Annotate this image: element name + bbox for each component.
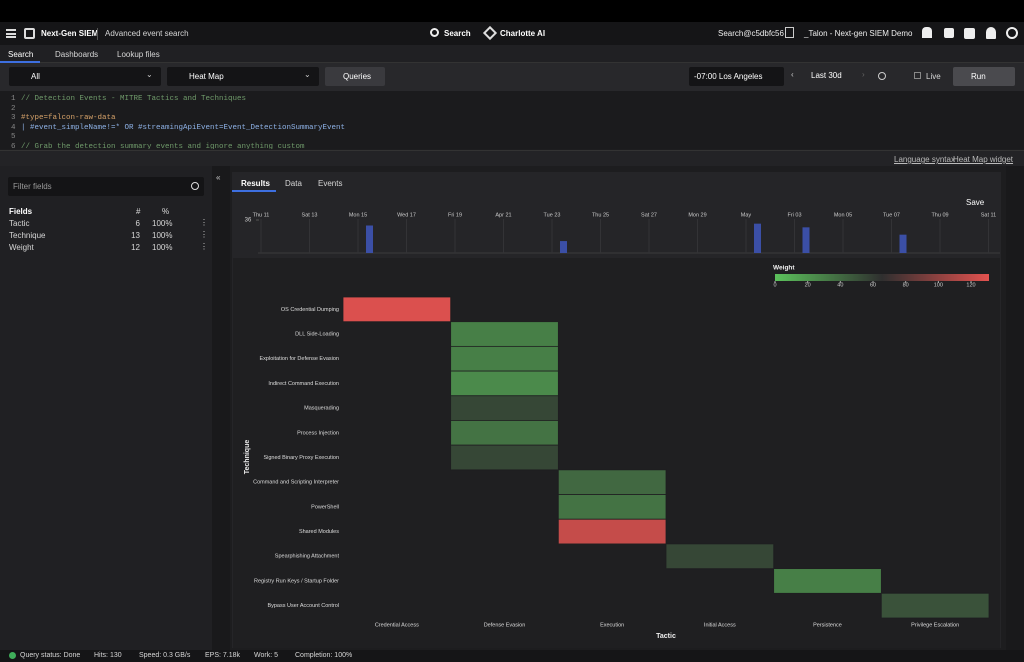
menu-icon[interactable] bbox=[6, 29, 16, 38]
search-button[interactable]: Search bbox=[444, 29, 471, 38]
repo-select[interactable]: All ⌄ bbox=[9, 67, 161, 86]
code-line: // Detection Events - MITRE Tactics and … bbox=[21, 95, 247, 103]
theme-icon[interactable] bbox=[1006, 27, 1018, 39]
status-bar: Query status: Done Hits: 130 Speed: 0.3 GB… bbox=[0, 650, 1024, 662]
collapse-strip: « bbox=[212, 166, 230, 650]
live-checkbox[interactable] bbox=[914, 72, 921, 79]
divider: Language syntax Heat Map widget bbox=[0, 150, 1024, 166]
toolbar: All ⌄ Heat Map ⌄ Queries -07:00 Los Ange… bbox=[0, 63, 1024, 91]
field-name[interactable]: Tactic bbox=[9, 219, 30, 228]
field-menu: ⋮ bbox=[200, 230, 208, 239]
timezone-label: -07:00 Los Angeles bbox=[694, 72, 763, 81]
code-line: // Grab the detection summary events and… bbox=[21, 142, 305, 150]
status-item: Work: 5 bbox=[254, 652, 278, 659]
link[interactable]: Language syntax bbox=[894, 155, 955, 164]
code-line: | #event_simpleName!=* OR #streamingApiE… bbox=[21, 123, 346, 132]
dev-icon[interactable] bbox=[964, 28, 975, 39]
line-number: 3 bbox=[11, 114, 16, 122]
header: Next-Gen SIEM Advanced event search Sear… bbox=[0, 22, 1024, 45]
tenant[interactable]: _Talon - Next-gen SIEM Demo bbox=[804, 29, 913, 38]
field-menu: ⋮ bbox=[200, 242, 208, 251]
queries-button[interactable]: Queries bbox=[325, 67, 385, 86]
logo bbox=[24, 28, 35, 39]
live-label: Live bbox=[926, 72, 941, 81]
line-number: 1 bbox=[11, 95, 16, 103]
status-icon bbox=[9, 652, 16, 659]
field-name[interactable]: Technique bbox=[9, 231, 46, 240]
collapse-button[interactable]: « bbox=[216, 173, 221, 182]
field-count: 12 bbox=[131, 243, 140, 252]
result-tab[interactable]: Data bbox=[285, 179, 302, 188]
fields-panel: Filter fields Fields # % Tactic 6 100% ⋮ Tec… bbox=[0, 166, 212, 650]
charlotte-icon bbox=[482, 25, 498, 41]
line-number: 6 bbox=[11, 142, 16, 150]
link[interactable]: Heat Map widget bbox=[953, 155, 1014, 164]
results-panel: Results Data Events Save bbox=[232, 172, 1001, 648]
save-button[interactable]: Save bbox=[966, 198, 985, 207]
run-button[interactable]: Run bbox=[953, 67, 1015, 86]
query-editor[interactable]: 1 // Detection Events - MITRE Tactics and… bbox=[0, 91, 1024, 149]
fields-header: Fields bbox=[9, 207, 33, 216]
field-menu: ⋮ bbox=[200, 218, 208, 227]
status-item: EPS: 7.18k bbox=[205, 652, 241, 659]
status-item: Speed: 0.3 GB/s bbox=[139, 652, 191, 659]
top-strip bbox=[0, 0, 1024, 22]
field-count: 13 bbox=[131, 231, 140, 240]
status-item: Query status: Done bbox=[20, 652, 81, 659]
field-percent: 100% bbox=[152, 231, 173, 240]
line-number: 2 bbox=[11, 104, 16, 113]
zoom-button[interactable] bbox=[878, 72, 886, 80]
widget-label: Heat Map bbox=[189, 72, 224, 81]
tab-bar: Search Dashboards Lookup files bbox=[0, 45, 1024, 63]
field-count: 6 bbox=[135, 219, 140, 228]
range-select[interactable]: Last 30d bbox=[811, 71, 842, 80]
fields-header: % bbox=[162, 207, 170, 216]
widget-select[interactable]: Heat Map ⌄ bbox=[167, 67, 319, 86]
app-name: Next-Gen SIEM bbox=[41, 29, 99, 38]
repo-label: All bbox=[31, 72, 40, 81]
next-button[interactable]: › bbox=[862, 70, 865, 79]
right-strip bbox=[1006, 166, 1024, 650]
result-tab[interactable]: Results bbox=[241, 179, 270, 188]
queries-label: Queries bbox=[343, 72, 372, 81]
field-name[interactable]: Weight bbox=[9, 243, 34, 252]
prev-button[interactable]: ‹ bbox=[791, 70, 794, 79]
line-number: 5 bbox=[11, 133, 16, 141]
status-item: Hits: 130 bbox=[94, 652, 122, 659]
result-tab[interactable]: Events bbox=[318, 179, 343, 188]
tab[interactable]: Search bbox=[8, 50, 34, 59]
user-search[interactable]: Search@c5dbfc56 bbox=[718, 29, 784, 38]
user-icon[interactable] bbox=[986, 27, 996, 39]
timezone-select[interactable]: -07:00 Los Angeles bbox=[689, 67, 784, 86]
filter-input[interactable]: Filter fields bbox=[8, 177, 204, 196]
status-item: Completion: 100% bbox=[295, 652, 353, 659]
filter-placeholder: Filter fields bbox=[13, 182, 52, 191]
line-number: 4 bbox=[11, 123, 16, 132]
code-line: #type=falcon-raw-data bbox=[21, 114, 116, 122]
page-title: Advanced event search bbox=[105, 29, 189, 38]
fields-header: # bbox=[136, 207, 141, 216]
search-icon bbox=[430, 28, 439, 37]
field-percent: 100% bbox=[152, 243, 173, 252]
tab[interactable]: Lookup files bbox=[117, 50, 160, 59]
apps-icon[interactable] bbox=[944, 28, 954, 38]
field-percent: 100% bbox=[152, 219, 173, 228]
charlotte-button[interactable]: Charlotte AI bbox=[500, 29, 546, 38]
doc-icon[interactable] bbox=[785, 27, 794, 38]
bell-icon[interactable] bbox=[922, 27, 932, 38]
tab[interactable]: Dashboards bbox=[55, 50, 99, 59]
run-label: Run bbox=[971, 72, 986, 81]
